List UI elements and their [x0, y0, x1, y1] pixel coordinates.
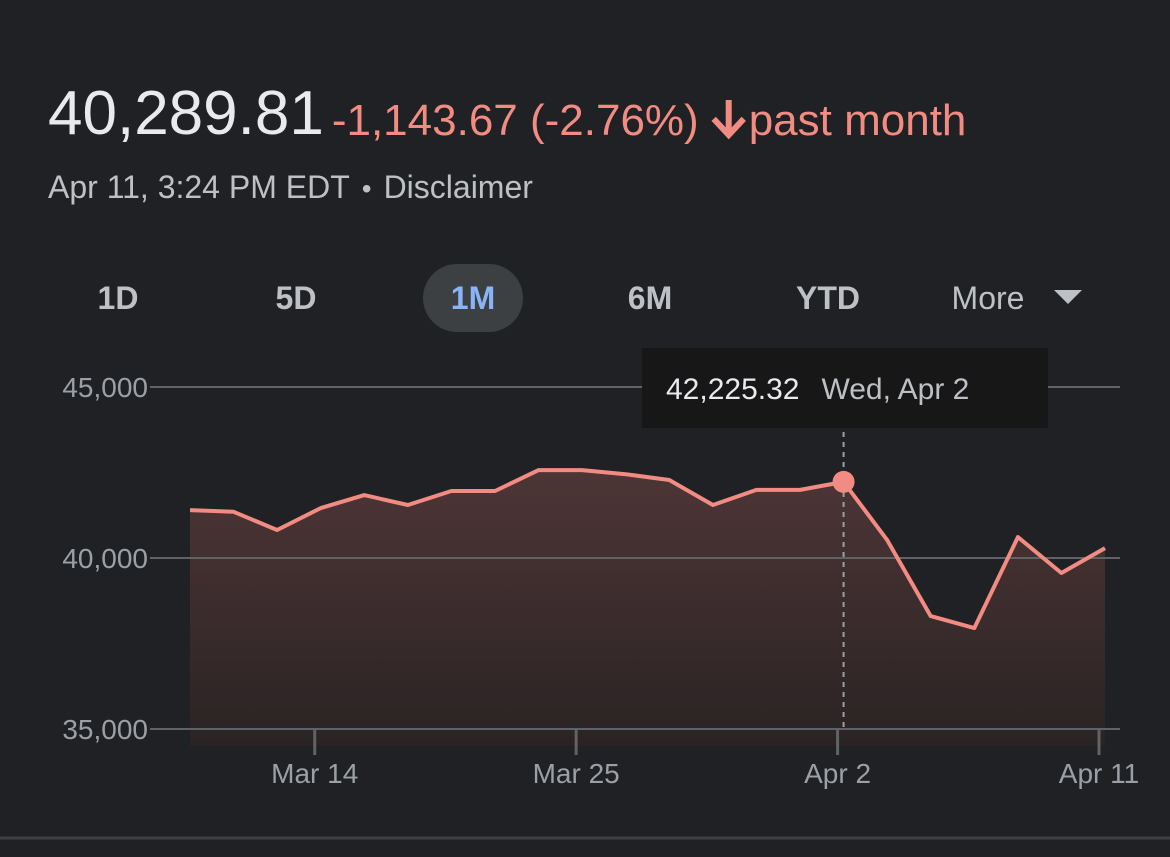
disclaimer-link[interactable]: Disclaimer [384, 169, 534, 205]
tab[interactable]: 1D [98, 280, 139, 316]
tooltip-value: 42,225.32 [666, 373, 799, 406]
tab[interactable]: 5D [276, 280, 317, 316]
timestamp: Apr 11, 3:24 PM EDT [48, 169, 350, 205]
tooltip-bg [642, 348, 1048, 428]
y-tick-label: 40,000 [62, 543, 148, 574]
down-arrow-icon [711, 100, 746, 140]
tab-active-bg [423, 264, 523, 332]
price: 40,289.81 [48, 79, 324, 148]
area [190, 470, 1105, 747]
x-tick-label: Mar 25 [533, 758, 620, 789]
y-tick-label: 35,000 [62, 714, 148, 745]
tab[interactable]: YTD [796, 280, 860, 316]
tab[interactable]: More [952, 280, 1025, 316]
line [189, 468, 1106, 631]
change: -1,143.67 (-2.76%) [332, 96, 699, 145]
chart: 35,000 40,000 45,000 Mar 14 Mar 25 Apr 2 Apr 1… [62, 348, 1139, 789]
x-tick-label: Mar 14 [271, 758, 358, 789]
period: past month [749, 96, 967, 145]
tab[interactable]: 6M [628, 280, 672, 316]
dropdown-icon [1054, 290, 1082, 304]
tooltip-date: Wed, Apr 2 [821, 373, 969, 406]
separator: • [362, 173, 372, 204]
y-tick-label: 45,000 [62, 372, 148, 403]
x-tick-label: Apr 2 [804, 758, 871, 789]
tab[interactable]: 1M [451, 280, 495, 316]
x-tick-label: Apr 11 [1059, 758, 1139, 789]
hover-point [832, 470, 855, 493]
tabs: 1D 5D 1M 6M YTD More [98, 264, 1082, 332]
